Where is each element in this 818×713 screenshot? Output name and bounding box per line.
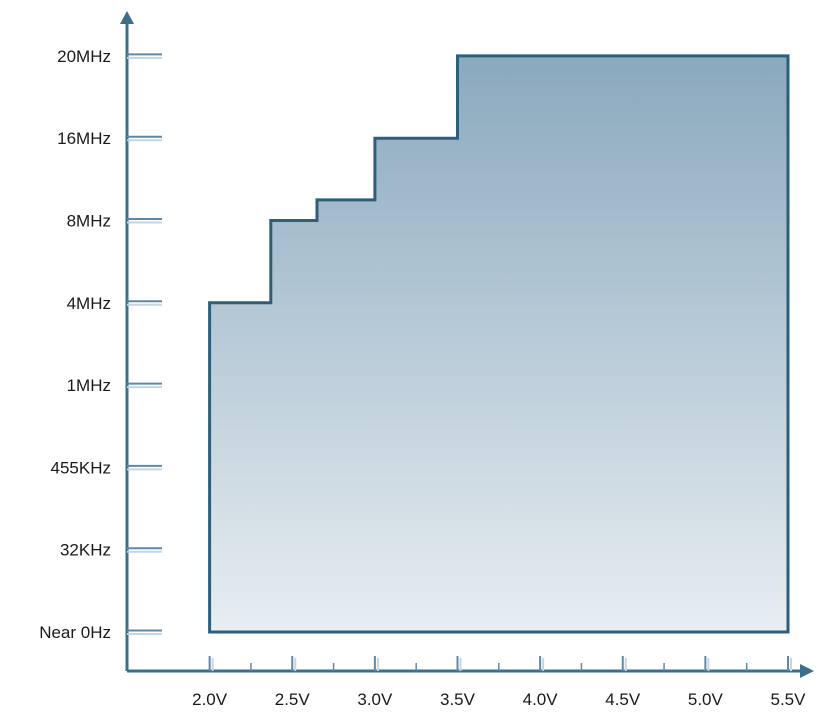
axes <box>120 11 814 678</box>
y-tick-label: Near 0Hz <box>39 623 111 642</box>
y-tick-label: 20MHz <box>57 47 111 66</box>
y-tick-label: 4MHz <box>67 294 111 313</box>
x-tick-label: 5.0V <box>688 690 724 709</box>
y-tick-label: 16MHz <box>57 129 111 148</box>
x-tick-label: 3.0V <box>357 690 393 709</box>
y-tick-label: 455KHz <box>51 458 111 477</box>
x-tick-label: 2.0V <box>192 690 228 709</box>
x-axis-arrow-icon <box>800 664 814 678</box>
operating-area <box>208 54 790 634</box>
x-tick-label: 2.5V <box>275 690 311 709</box>
y-tick-label: 1MHz <box>67 376 111 395</box>
x-tick-label: 4.0V <box>523 690 559 709</box>
y-axis-arrow-icon <box>120 11 134 24</box>
y-axis-ticks: Near 0Hz 32KHz 455KHz 1MHz 4MHz 8MHz 16MHz 20MH… <box>39 47 162 642</box>
y-tick-label: 8MHz <box>67 212 111 231</box>
x-tick-label: 3.5V <box>440 690 476 709</box>
x-tick-label: 5.5V <box>771 690 807 709</box>
operating-region <box>208 54 790 634</box>
x-axis-ticks: 2.0V 2.5V 3.0V 3.5V 4.0V 4.5V 5.0V 5.5V <box>192 656 806 709</box>
x-tick-label: 4.5V <box>605 690 641 709</box>
y-tick-label: 32KHz <box>60 541 111 560</box>
